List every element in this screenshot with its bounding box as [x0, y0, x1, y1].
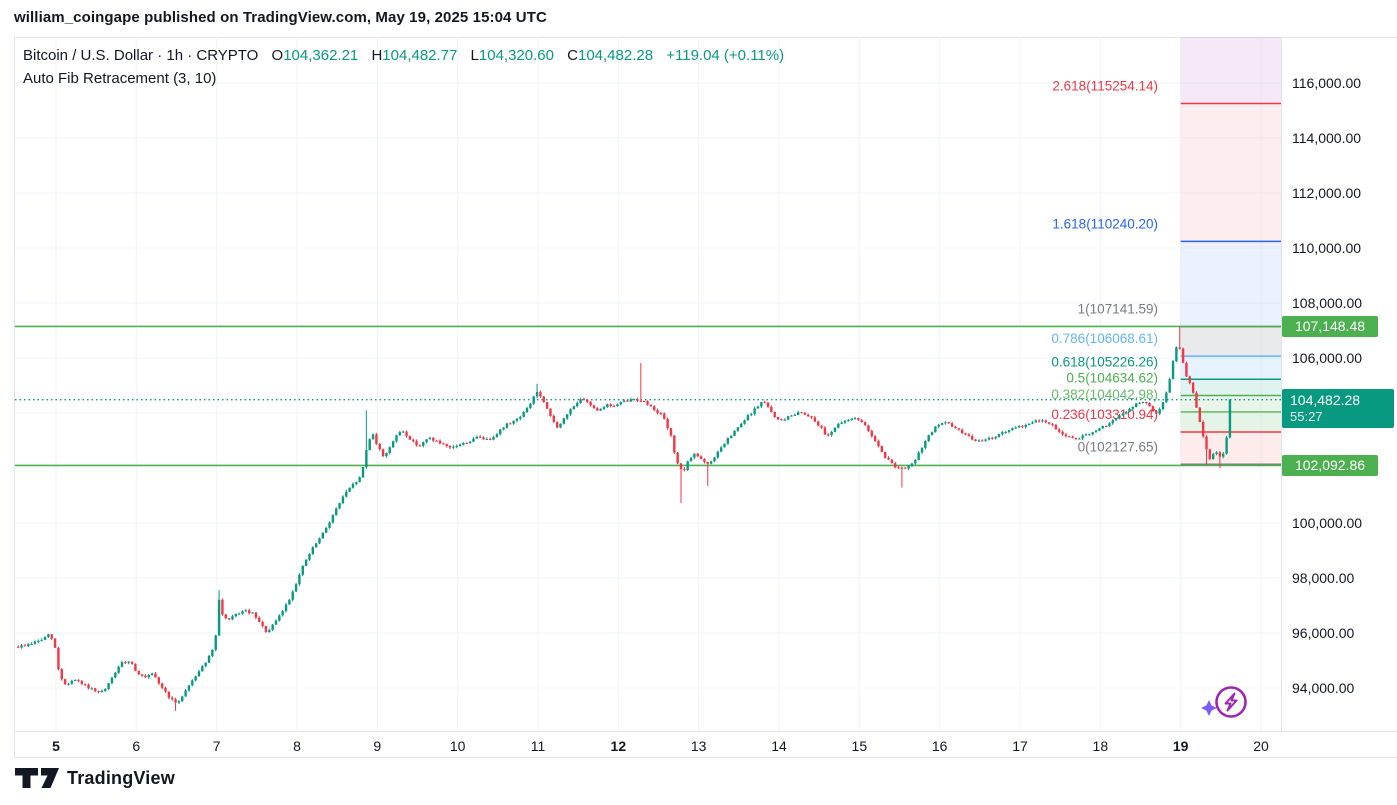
svg-text:1(107141.59): 1(107141.59) — [1078, 302, 1158, 317]
low-value: 104,320.60 — [478, 47, 554, 64]
time-axis-label: 12 — [610, 738, 627, 754]
time-axis-label: 8 — [293, 738, 301, 754]
price-axis-separator[interactable] — [1281, 37, 1282, 731]
svg-text:1.618(110240.20): 1.618(110240.20) — [1052, 216, 1158, 231]
time-axis-label: 7 — [212, 738, 221, 754]
time-axis-label: 15 — [851, 738, 868, 754]
low-label: L — [470, 47, 479, 64]
high-label: H — [371, 47, 383, 64]
change-value: +119.04 (+0.11%) — [666, 47, 785, 64]
price-level-badge: 102,092.86 — [1282, 454, 1378, 476]
open-value: 104,362.21 — [283, 47, 359, 64]
close-label: C — [567, 47, 578, 64]
price-axis-label: 114,000.00 — [1292, 130, 1362, 146]
close-value: 104,482.28 — [577, 47, 654, 64]
price-axis-label: 116,000.00 — [1292, 75, 1362, 91]
svg-text:0.618(105226.26): 0.618(105226.26) — [1051, 354, 1158, 369]
chart-bottom-border — [14, 757, 1397, 758]
svg-text:0(102127.65): 0(102127.65) — [1078, 439, 1158, 454]
time-axis-label: 13 — [690, 738, 707, 754]
time-axis-label: 10 — [449, 738, 466, 754]
current-price-value: 104,482.28 — [1290, 392, 1361, 409]
lightning-bolt-icon — [1224, 692, 1238, 712]
svg-text:0.382(104042.98): 0.382(104042.98) — [1051, 387, 1158, 402]
tradingview-logo[interactable]: TradingView — [14, 766, 175, 790]
fib-level-labels: 2.618(115254.14) 1.618(110240.20) 1(107141… — [1051, 79, 1158, 455]
fib-bands — [1180, 37, 1281, 465]
time-axis-label: 11 — [530, 738, 546, 754]
price-axis-label: 108,000.00 — [1292, 295, 1363, 311]
attribution-text: william_coingape published on TradingVie… — [14, 9, 547, 26]
time-axis-separator[interactable] — [14, 731, 1397, 732]
indicator-title: Auto Fib Retracement (3, 10) — [23, 70, 217, 87]
time-axis-label: 20 — [1253, 738, 1269, 754]
svg-text:0.5(104634.62): 0.5(104634.62) — [1066, 371, 1158, 386]
time-axis-label: 14 — [771, 738, 787, 754]
time-axis-label: 19 — [1172, 738, 1189, 754]
time-axis-label: 18 — [1092, 738, 1109, 754]
gridlines — [15, 37, 1281, 731]
price-axis-label: 98,000.00 — [1292, 570, 1355, 586]
candlestick-chart-canvas[interactable]: 2.618(115254.14) 1.618(110240.20) 1(107141… — [0, 0, 1281, 731]
boost-icon[interactable] — [1198, 682, 1258, 726]
price-axis-label: 100,000.00 — [1292, 515, 1363, 531]
svg-text:0.236(103310.94): 0.236(103310.94) — [1051, 407, 1158, 422]
time-axis-label: 16 — [931, 738, 948, 754]
price-axis-label: 94,000.00 — [1292, 680, 1355, 696]
open-label: O — [271, 47, 284, 64]
price-axis-label: 96,000.00 — [1292, 625, 1355, 641]
symbol-title: Bitcoin / U.S. Dollar · 1h · CRYPTO — [23, 47, 259, 64]
indicator-legend[interactable]: Auto Fib Retracement (3, 10) — [23, 70, 216, 87]
price-axis-label: 112,000.00 — [1292, 185, 1362, 201]
current-price-badge: 104,482.28 55:27 — [1282, 388, 1394, 428]
symbol-legend[interactable]: Bitcoin / U.S. Dollar · 1h · CRYPTO O104… — [23, 47, 784, 64]
range-lines[interactable] — [15, 325, 1281, 467]
bar-countdown: 55:27 — [1290, 409, 1323, 425]
tradingview-logo-text: TradingView — [67, 767, 175, 788]
candlestick-series — [17, 326, 1232, 711]
price-level-badge: 107,148.48 — [1282, 315, 1378, 337]
svg-text:2.618(115254.14): 2.618(115254.14) — [1052, 79, 1158, 94]
chart-left-border — [14, 37, 15, 757]
svg-text:0.786(106068.61): 0.786(106068.61) — [1051, 331, 1158, 346]
chart-top-border — [14, 37, 1397, 38]
price-axis-label: 110,000.00 — [1292, 240, 1362, 256]
high-value: 104,482.77 — [382, 47, 458, 64]
time-axis-label: 17 — [1012, 738, 1028, 754]
price-axis-label: 106,000.00 — [1292, 350, 1363, 366]
time-axis-label: 5 — [52, 738, 60, 754]
tradingview-logo-icon — [15, 768, 59, 788]
time-axis-label: 6 — [132, 738, 141, 754]
time-axis-label: 9 — [373, 738, 382, 754]
sparkle-icon — [1201, 700, 1217, 716]
boost-circle-icon — [1215, 686, 1247, 718]
